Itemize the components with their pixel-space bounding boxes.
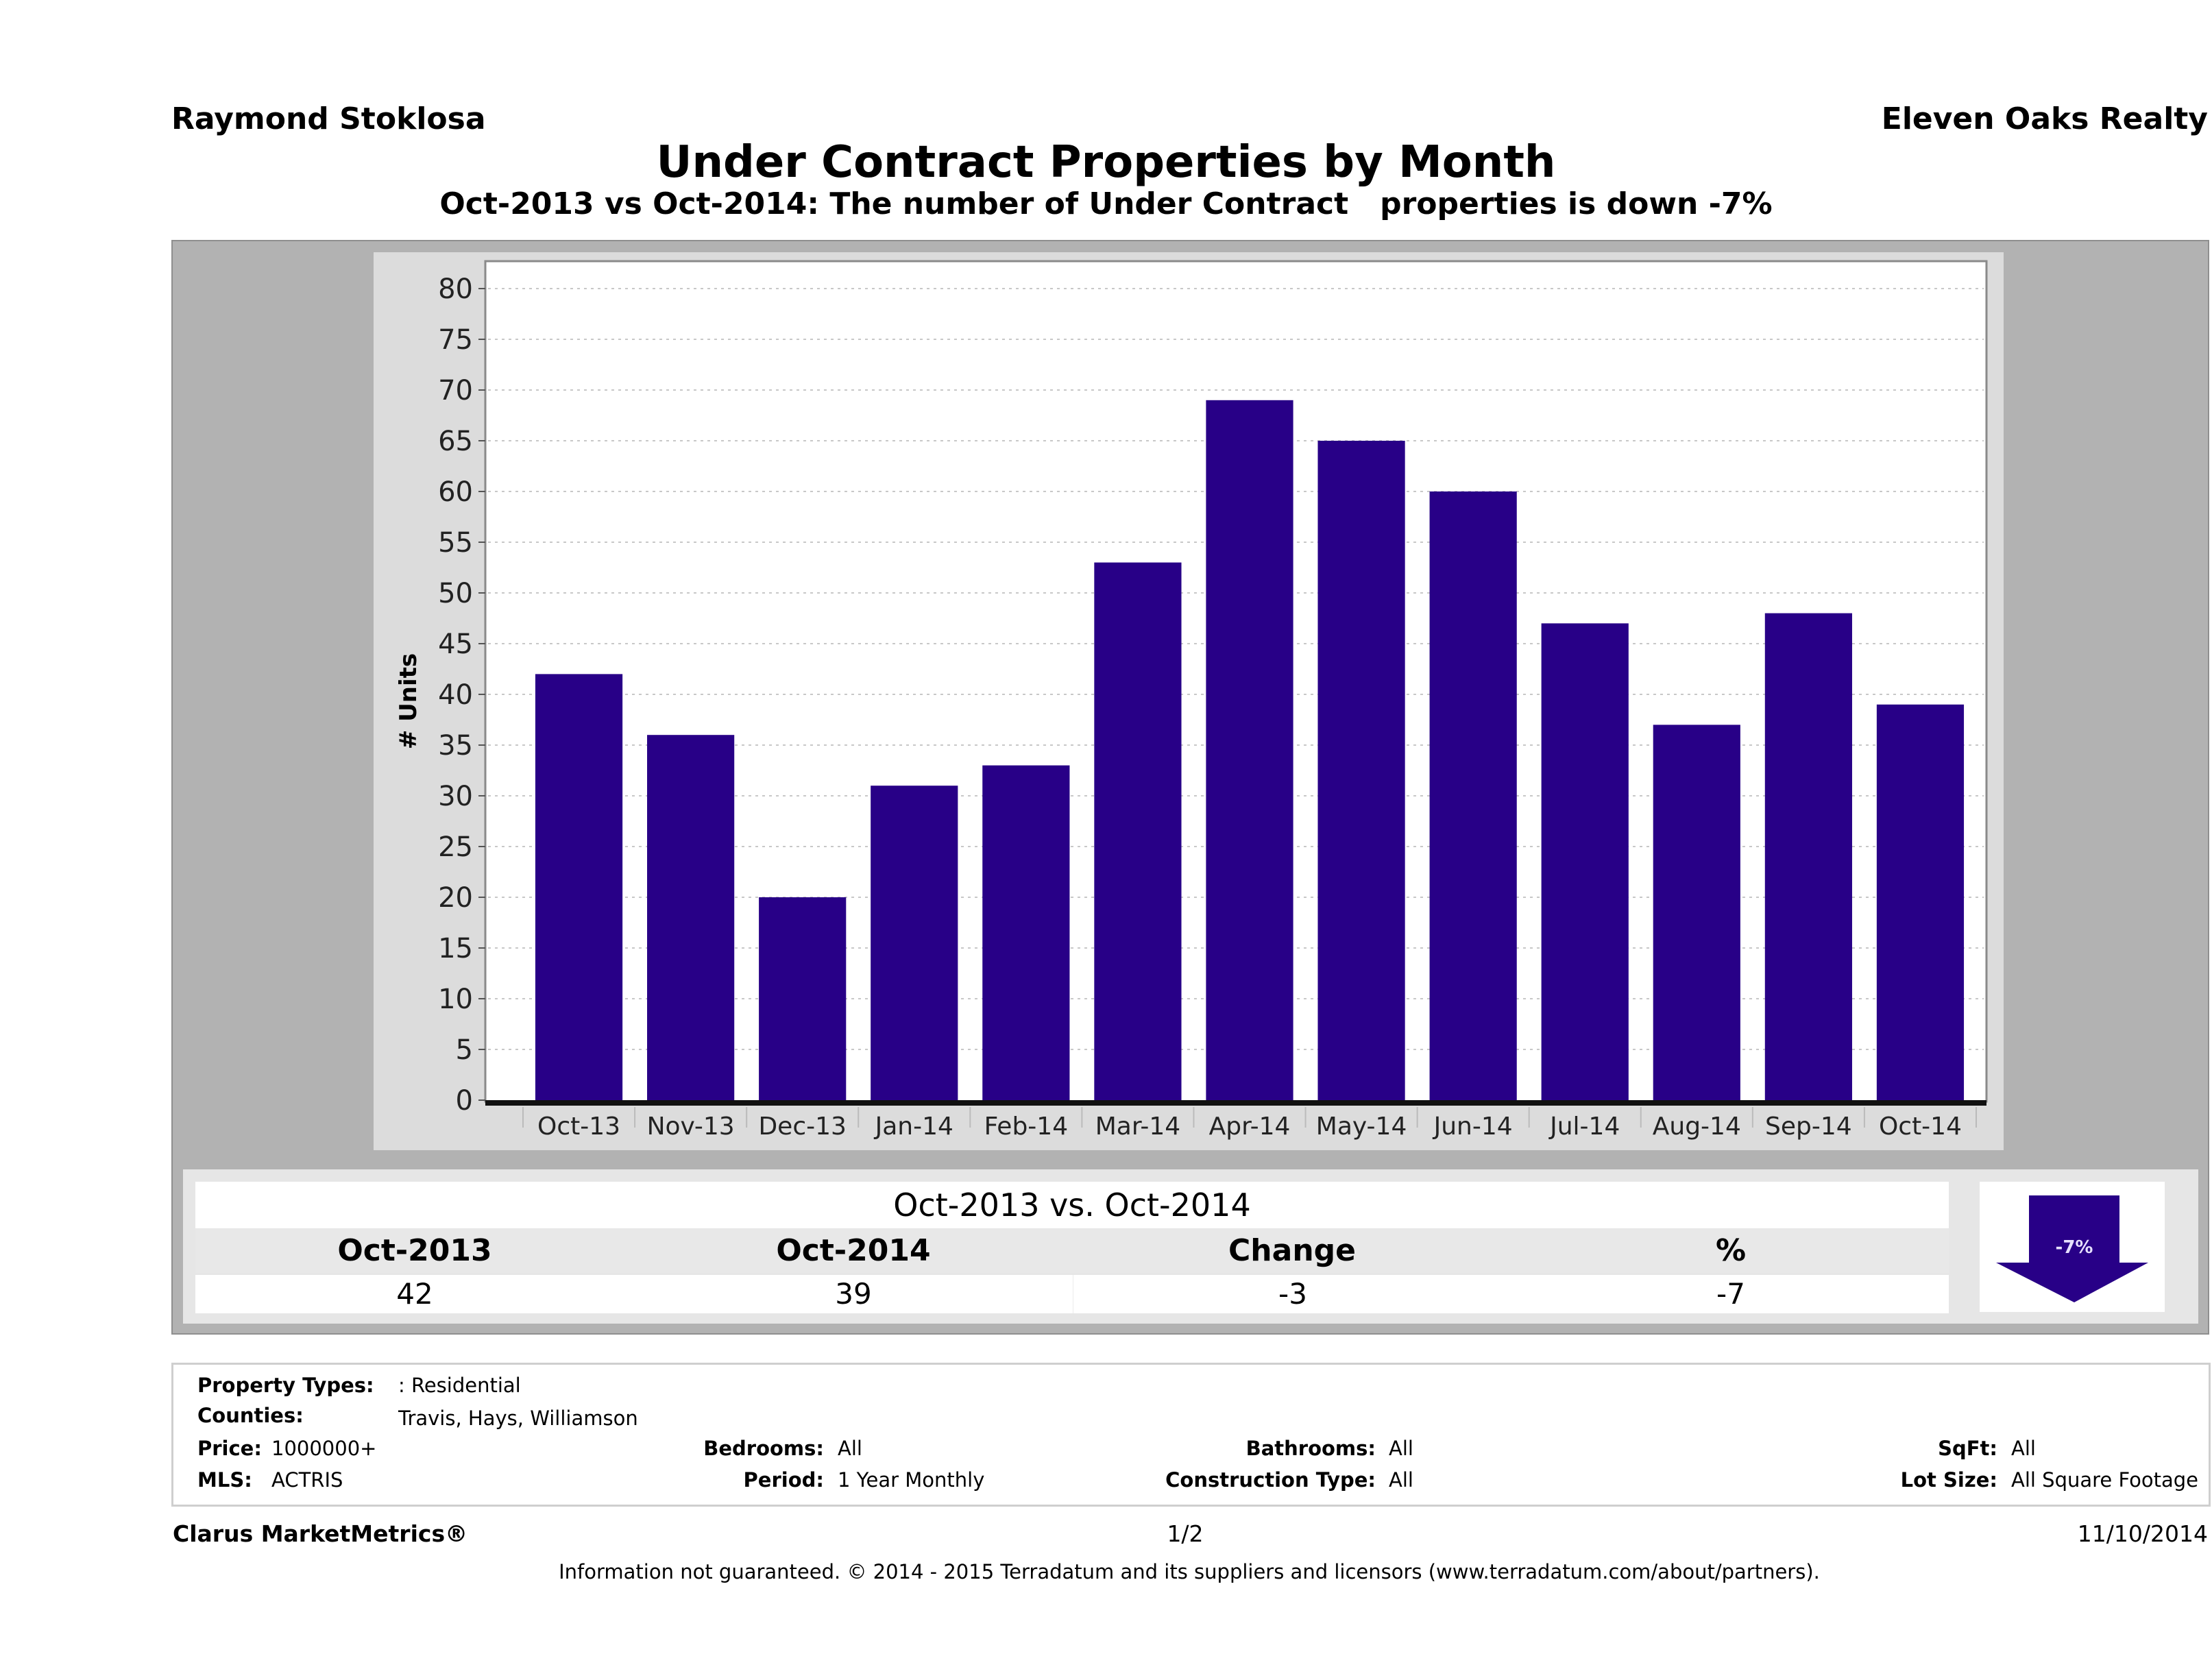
- comparison-title: Oct-2013 vs. Oct-2014: [195, 1182, 1949, 1228]
- counties-label: Counties:: [197, 1404, 304, 1427]
- bar-mar-14: [1094, 562, 1182, 1100]
- price-label: Price:: [197, 1437, 262, 1460]
- y-tick-label: 30: [438, 781, 473, 812]
- bar-nov-13: [647, 735, 735, 1100]
- lot-size-label: Lot Size:: [1900, 1468, 1997, 1492]
- x-tick-label: Feb-14: [984, 1112, 1069, 1141]
- y-axis-label: # Units: [395, 653, 422, 749]
- y-axis-ticks: 0 5 10 15 20 25 30 35 40 45 50 55 60 65 70 75 80: [438, 273, 485, 1117]
- y-tick-label: 80: [438, 273, 473, 305]
- y-tick-label: 25: [438, 831, 473, 863]
- page-subtitle: Oct-2013 vs Oct-2014: The number of Unde…: [439, 186, 1773, 221]
- x-axis-ticks: Oct-13 Nov-13 Dec-13 Jan-14 Feb-14 Mar-14 Apr-…: [485, 1100, 1986, 1141]
- bar-aug-14: [1653, 725, 1740, 1100]
- report-date: 11/10/2014: [2077, 1520, 2208, 1547]
- y-tick-label: 75: [438, 324, 473, 356]
- x-tick-label: Nov-13: [647, 1112, 735, 1141]
- y-tick-label: 45: [438, 629, 473, 660]
- down-arrow-icon: -7%: [1996, 1195, 2148, 1302]
- bar-oct-14: [1876, 704, 1965, 1100]
- bar-jan-14: [871, 786, 958, 1100]
- counties-value: Travis, Hays, Williamson: [398, 1407, 638, 1430]
- bedrooms-value: All: [838, 1437, 862, 1460]
- period-label: Period:: [743, 1468, 824, 1492]
- bar-jun-14: [1429, 491, 1517, 1100]
- y-tick-label: 20: [438, 882, 473, 914]
- period-value: 1 Year Monthly: [838, 1468, 985, 1492]
- bars: [535, 400, 1965, 1100]
- bathrooms-label: Bathrooms:: [1245, 1437, 1376, 1460]
- y-tick-label: 15: [438, 933, 473, 964]
- y-tick-label: 40: [438, 679, 473, 711]
- bar-sep-14: [1764, 613, 1852, 1100]
- y-tick-label: 5: [456, 1034, 473, 1066]
- property-types-label: Property Types:: [197, 1374, 374, 1397]
- bathrooms-value: All: [1389, 1437, 1413, 1460]
- value-change: -3: [1073, 1275, 1512, 1313]
- x-tick-label: Sep-14: [1765, 1112, 1852, 1141]
- y-tick-label: 65: [438, 426, 473, 457]
- x-tick-label: Dec-13: [758, 1112, 846, 1141]
- header-oct-2014: Oct-2014: [776, 1233, 931, 1268]
- x-tick-label: Jan-14: [874, 1112, 953, 1141]
- y-tick-label: 50: [438, 578, 473, 609]
- disclaimer: Information not guaranteed. © 2014 - 201…: [559, 1560, 1820, 1583]
- property-types-value: : Residential: [398, 1374, 521, 1397]
- x-axis-line: [485, 1100, 1986, 1106]
- x-tick-label: Mar-14: [1095, 1112, 1180, 1141]
- bar-may-14: [1317, 441, 1405, 1100]
- page-title: Under Contract Properties by Month: [656, 137, 1556, 188]
- value-percent: -7: [1716, 1277, 1745, 1311]
- y-tick-label: 55: [438, 527, 473, 559]
- y-tick-label: 10: [438, 984, 473, 1015]
- bedrooms-label: Bedrooms:: [703, 1437, 824, 1460]
- page-number: 1/2: [1167, 1520, 1204, 1547]
- change-badge-label: -7%: [2056, 1237, 2093, 1258]
- y-tick-label: 35: [438, 730, 473, 762]
- header-percent: %: [1715, 1233, 1747, 1268]
- mls-label: MLS:: [197, 1468, 252, 1492]
- footer-brand: Clarus MarketMetrics®: [173, 1520, 468, 1547]
- x-tick-label: Oct-14: [1879, 1112, 1962, 1141]
- x-tick-label: Apr-14: [1209, 1112, 1291, 1141]
- value-oct-2014: 39: [835, 1277, 872, 1311]
- construction-type-label: Construction Type:: [1165, 1468, 1376, 1492]
- company-name: Eleven Oaks Realty: [1881, 101, 2208, 136]
- comparison-header-row: Oct-2013 Oct-2014 Change %: [195, 1229, 1949, 1273]
- bar-feb-14: [982, 765, 1070, 1100]
- y-tick-label: 70: [438, 375, 473, 406]
- y-tick-label: 60: [438, 476, 473, 508]
- lot-size-value: All Square Footage: [2011, 1468, 2199, 1492]
- header-oct-2013: Oct-2013: [337, 1233, 492, 1268]
- construction-type-value: All: [1389, 1468, 1413, 1492]
- bar-chart: 0 5 10 15 20 25 30 35 40 45 50 55 60 65 70 75 80 Oct-13 N…: [395, 260, 1988, 1141]
- x-tick-label: Oct-13: [537, 1112, 620, 1141]
- agent-name: Raymond Stoklosa: [171, 101, 486, 136]
- sqft-value: All: [2011, 1437, 2036, 1460]
- comparison-value-row: 42 39 -3 -7: [195, 1275, 1949, 1313]
- header-change: Change: [1228, 1233, 1356, 1268]
- x-tick-label: May-14: [1316, 1112, 1407, 1141]
- bar-oct-13: [535, 674, 623, 1100]
- filter-info-box: [171, 1363, 2211, 1507]
- x-tick-label: Jul-14: [1548, 1112, 1620, 1141]
- price-value: 1000000+: [271, 1437, 377, 1460]
- value-oct-2013: 42: [396, 1277, 433, 1311]
- x-tick-label: Jun-14: [1433, 1112, 1513, 1141]
- mls-value: ACTRIS: [271, 1468, 343, 1492]
- bar-dec-13: [759, 897, 847, 1100]
- bar-jul-14: [1541, 623, 1629, 1100]
- y-tick-label: 0: [456, 1085, 473, 1117]
- sqft-label: SqFt:: [1938, 1437, 1997, 1460]
- x-tick-label: Aug-14: [1653, 1112, 1741, 1141]
- bar-apr-14: [1206, 400, 1293, 1100]
